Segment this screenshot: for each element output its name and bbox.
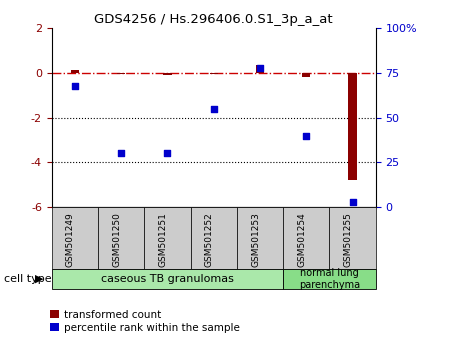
- Text: cell type: cell type: [4, 274, 52, 284]
- Bar: [191, 207, 237, 269]
- Bar: [329, 207, 376, 269]
- Bar: [98, 207, 144, 269]
- Point: [349, 199, 356, 205]
- Point: [256, 65, 264, 70]
- Text: GSM501254: GSM501254: [297, 212, 306, 267]
- Text: GSM501253: GSM501253: [251, 212, 260, 267]
- Point: [303, 133, 310, 138]
- Text: GSM501252: GSM501252: [205, 212, 214, 267]
- Legend: transformed count, percentile rank within the sample: transformed count, percentile rank withi…: [50, 310, 239, 333]
- Bar: [256, 65, 264, 73]
- Bar: [283, 269, 376, 289]
- Text: GSM501250: GSM501250: [112, 212, 121, 267]
- Point: [71, 83, 78, 88]
- Bar: [283, 207, 329, 269]
- Text: normal lung
parenchyma: normal lung parenchyma: [299, 268, 360, 290]
- Bar: [52, 207, 98, 269]
- Text: ▶: ▶: [35, 274, 43, 284]
- Bar: [237, 207, 283, 269]
- Point: [210, 106, 217, 112]
- Text: GSM501249: GSM501249: [66, 212, 75, 267]
- Text: GSM501255: GSM501255: [344, 212, 353, 267]
- Text: GSM501251: GSM501251: [158, 212, 167, 267]
- Title: GDS4256 / Hs.296406.0.S1_3p_a_at: GDS4256 / Hs.296406.0.S1_3p_a_at: [94, 13, 333, 26]
- Bar: [144, 207, 191, 269]
- Text: caseous TB granulomas: caseous TB granulomas: [101, 274, 234, 284]
- Point: [117, 151, 125, 156]
- Bar: [302, 73, 310, 78]
- Bar: [117, 73, 126, 74]
- Bar: [210, 73, 218, 74]
- Bar: [163, 73, 171, 75]
- Point: [164, 151, 171, 156]
- Bar: [52, 269, 283, 289]
- Bar: [71, 70, 79, 73]
- Bar: [348, 73, 357, 180]
